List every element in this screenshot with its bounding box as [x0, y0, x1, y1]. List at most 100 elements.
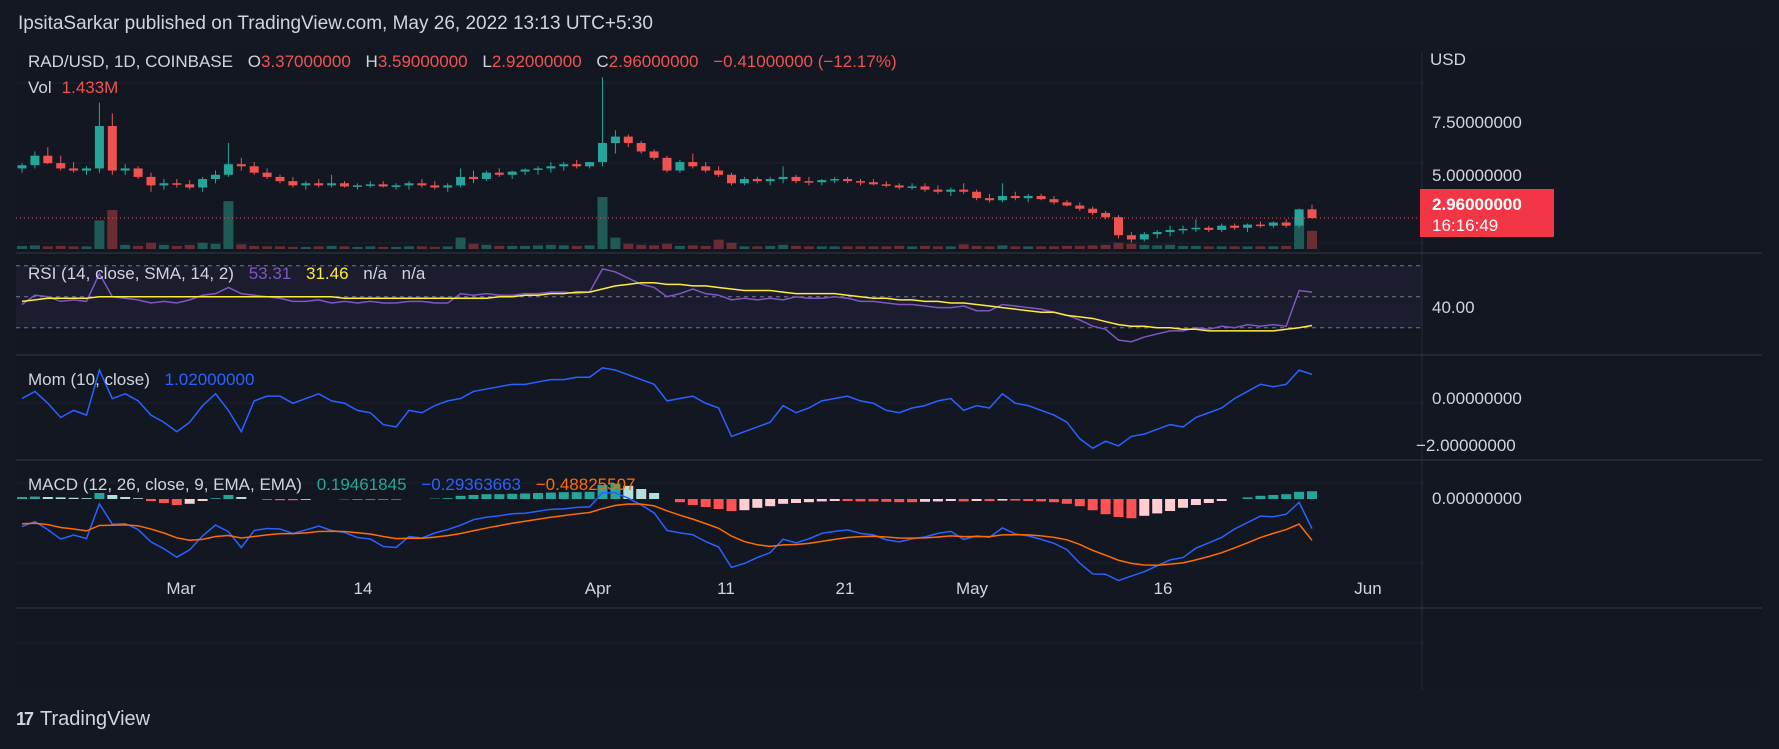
rsi-legend: RSI (14, close, SMA, 14, 2) 53.31 31.46 … — [28, 264, 426, 283]
volume-bar — [494, 245, 505, 249]
candle-body — [1126, 235, 1136, 240]
candle-body — [868, 182, 878, 185]
candle-body — [262, 172, 272, 177]
macd-histogram-bar — [1216, 499, 1227, 501]
volume-bar — [391, 246, 402, 249]
time-axis-tick: 11 — [717, 579, 735, 598]
mom-legend: Mom (10, close) 1.02000000 — [28, 370, 254, 389]
volume-bar — [1216, 246, 1227, 249]
macd-histogram-bar — [997, 499, 1008, 501]
volume-bar — [287, 246, 298, 249]
volume-bar — [791, 245, 801, 249]
currency-label: USD — [1430, 53, 1466, 69]
ohlc-legend: RAD/USD, 1D, COINBASE O3.37000000 H3.590… — [28, 53, 897, 71]
macd-value: −0.29363663 — [421, 475, 521, 494]
macd-line — [21, 491, 1313, 582]
macd-histogram-bar — [907, 499, 918, 503]
volume-bar — [803, 246, 814, 249]
price-axis: 7.50000000 5.00000000 — [1432, 113, 1522, 185]
candle-body — [572, 164, 582, 167]
volume-bar — [158, 244, 169, 249]
last-price-badge — [1420, 189, 1554, 237]
candle-body — [907, 186, 917, 188]
candle-body — [43, 155, 53, 164]
macd-histogram-bar — [533, 493, 543, 499]
macd-histogram-bar — [855, 499, 866, 502]
volume-bar — [1190, 245, 1201, 249]
candle-body — [1152, 232, 1162, 235]
macd-histogram-bar — [94, 493, 105, 499]
macd-histogram-bar — [700, 499, 711, 507]
macd-legend: MACD (12, 26, close, 9, EMA, EMA) 0.1946… — [28, 475, 636, 494]
macd-histogram-bar — [984, 499, 995, 501]
macd-histogram-bar — [649, 493, 660, 499]
macd-histogram-bar — [1036, 499, 1047, 502]
candle-body — [236, 164, 246, 167]
volume-bar — [236, 244, 247, 249]
macd-histogram-bar — [120, 497, 131, 499]
volume-bar — [481, 244, 492, 249]
macd-histogram-bar — [816, 499, 827, 502]
chart-area[interactable]: 7.50000000 5.00000000 RAD/USD, 1D, COINBA… — [16, 50, 1762, 690]
high-value: 3.59000000 — [378, 53, 468, 71]
time-axis-tick: Apr — [585, 579, 612, 598]
candle-body — [327, 183, 337, 186]
candle-body — [714, 170, 724, 175]
macd-hist-value: 0.19461845 — [317, 475, 407, 494]
volume-bar — [739, 246, 750, 249]
mom-axis-tick-zero: 0.00000000 — [1432, 389, 1522, 408]
candle-body — [1217, 225, 1227, 230]
candle-body — [17, 165, 27, 169]
volume-bar — [223, 201, 234, 249]
volume-bar — [997, 245, 1008, 249]
macd-histogram-bar — [584, 491, 595, 499]
candle-body — [172, 183, 182, 185]
candle-body — [456, 176, 466, 186]
mom-value: 1.02000000 — [165, 370, 255, 389]
volume-bar — [184, 244, 195, 249]
candle-body — [559, 164, 569, 167]
rsi-sma-value: 31.46 — [306, 264, 349, 283]
macd-histogram-bar — [971, 499, 982, 501]
macd-histogram-bar — [507, 493, 518, 499]
volume-bar — [133, 245, 144, 249]
macd-histogram-bar — [1139, 499, 1150, 516]
trading-chart-svg[interactable]: 7.50000000 5.00000000 RAD/USD, 1D, COINBA… — [16, 50, 1762, 690]
macd-histogram-bar — [236, 497, 247, 499]
macd-histogram-bar — [158, 499, 169, 503]
volume-bar — [94, 220, 105, 249]
volume-bar — [894, 245, 905, 249]
macd-histogram-bar — [481, 494, 492, 499]
volume-bar — [1242, 246, 1253, 249]
macd-histogram-bar — [881, 499, 892, 502]
volume-bar — [1307, 230, 1317, 249]
candle-body — [82, 168, 91, 171]
candle-body — [1023, 195, 1033, 199]
symbol-label: RAD/USD, 1D, COINBASE — [28, 53, 233, 71]
volume-bar — [623, 243, 634, 249]
change-value: −0.41000000 (−12.17%) — [713, 53, 896, 71]
macd-histogram-bar — [791, 499, 801, 503]
macd-histogram-bar — [1242, 497, 1253, 499]
volume-bar — [842, 246, 853, 249]
candle-body — [133, 168, 143, 177]
candle-body — [391, 185, 401, 187]
macd-histogram-bar — [623, 485, 634, 499]
rsi-line — [21, 267, 1313, 343]
macd-histogram-bar — [1294, 491, 1305, 499]
macd-histogram-bar — [558, 492, 569, 499]
candle-body — [752, 179, 762, 182]
macd-histogram-bar — [1203, 499, 1214, 503]
candle-body — [159, 183, 169, 186]
candle-body — [972, 191, 982, 199]
candle-body — [546, 166, 556, 169]
volume-bar — [455, 237, 466, 249]
volume-bar — [300, 246, 311, 249]
price-axis-tick: 7.50000000 — [1432, 113, 1522, 132]
candle-body — [585, 162, 595, 167]
tradingview-footer[interactable]: 17 TradingView — [16, 708, 150, 731]
candle-body — [675, 162, 685, 171]
macd-histogram-bar — [1268, 495, 1279, 499]
candle-body — [662, 157, 672, 171]
macd-histogram-bar — [829, 499, 840, 501]
